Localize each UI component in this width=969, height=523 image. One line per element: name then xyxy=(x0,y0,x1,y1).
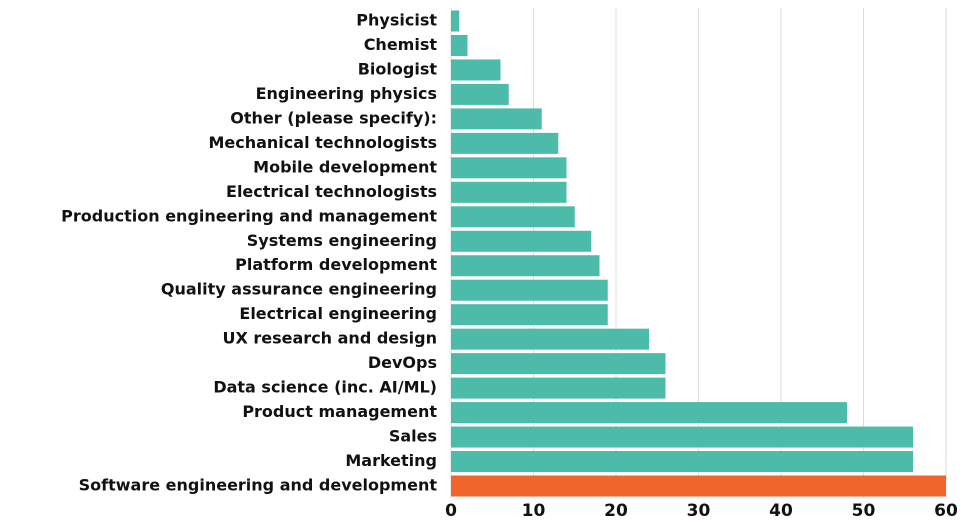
x-tick-label: 30 xyxy=(687,501,711,521)
bar xyxy=(451,353,666,375)
x-tick-label: 40 xyxy=(769,501,793,521)
bar xyxy=(451,426,913,448)
x-tick-label: 50 xyxy=(852,501,876,521)
bar xyxy=(451,132,559,154)
y-tick-label: Sales xyxy=(389,427,437,446)
y-tick-label: Engineering physics xyxy=(256,84,437,103)
y-tick-label: Marketing xyxy=(345,451,437,470)
bar xyxy=(451,108,542,130)
x-tick-label: 60 xyxy=(934,501,958,521)
y-tick-label: Mechanical technologists xyxy=(208,133,437,152)
bar xyxy=(451,206,575,228)
bar xyxy=(451,255,600,277)
y-tick-label: Systems engineering xyxy=(247,231,437,250)
bar xyxy=(451,279,608,301)
bar xyxy=(451,451,913,473)
y-tick-label: UX research and design xyxy=(222,329,437,348)
y-tick-label: Data science (inc. AI/ML) xyxy=(213,378,437,397)
bar xyxy=(451,157,567,179)
y-tick-label: Software engineering and development xyxy=(79,476,438,495)
bar xyxy=(451,377,666,399)
y-tick-label: Production engineering and management xyxy=(61,206,437,225)
bar xyxy=(451,83,509,105)
x-tick-label: 10 xyxy=(522,501,546,521)
y-tick-label: Chemist xyxy=(364,35,438,54)
y-tick-label: DevOps xyxy=(368,353,437,372)
y-tick-label: Electrical technologists xyxy=(226,182,437,201)
y-tick-label: Electrical engineering xyxy=(239,304,437,323)
x-tick-label: 0 xyxy=(445,501,457,521)
y-tick-label: Quality assurance engineering xyxy=(161,280,437,299)
y-tick-label: Physicist xyxy=(356,11,437,30)
y-tick-label: Mobile development xyxy=(253,157,437,176)
bar xyxy=(451,304,608,326)
y-tick-label: Product management xyxy=(242,402,437,421)
y-tick-label: Other (please specify): xyxy=(230,108,437,127)
bar xyxy=(451,10,460,32)
y-tick-label: Platform development xyxy=(235,255,437,274)
bar xyxy=(451,402,847,424)
bar xyxy=(451,59,501,81)
bar xyxy=(451,328,649,350)
bar xyxy=(451,34,468,56)
bar xyxy=(451,475,946,497)
x-tick-label: 20 xyxy=(604,501,628,521)
y-tick-label: Biologist xyxy=(358,59,438,78)
bar xyxy=(451,181,567,203)
bar xyxy=(451,230,592,252)
